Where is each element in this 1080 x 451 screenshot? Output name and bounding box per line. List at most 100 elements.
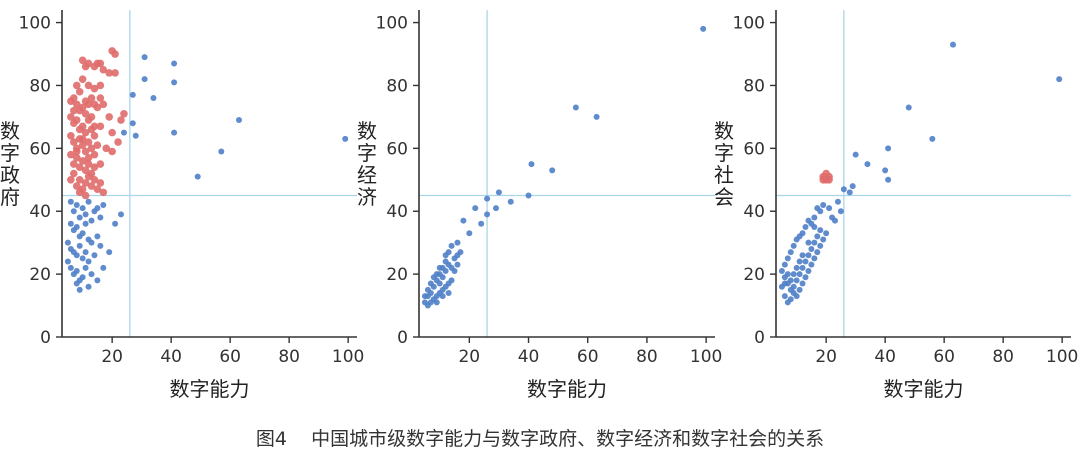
scatter-point-blue — [141, 76, 148, 83]
scatter-point-red — [81, 179, 90, 187]
scatter-point-blue — [82, 220, 89, 227]
scatter-point-blue — [73, 280, 80, 287]
scatter-point-blue — [73, 201, 80, 208]
x-axis-title: 数字能力 — [527, 377, 607, 401]
scatter-point-red — [96, 81, 105, 90]
scatter-point-red — [84, 153, 93, 162]
scatter-point-blue — [171, 129, 178, 136]
scatter-point-blue — [808, 245, 815, 252]
scatter-point-blue — [120, 129, 127, 136]
scatter-point-red — [105, 69, 113, 77]
scatter-point-blue — [784, 255, 791, 262]
y-tick-label: 80 — [29, 76, 51, 96]
scatter-point-blue — [85, 283, 92, 290]
scatter-point-blue — [439, 293, 446, 300]
x-tick-label: 80 — [992, 347, 1014, 367]
scatter-point-red — [78, 135, 87, 143]
scatter-point-blue — [1056, 76, 1063, 83]
chart-panel-3: 0 20 40 60 80 100 20 40 60 80 100 数字能力 数字社会 — [714, 10, 1078, 401]
x-axis-title: 数字能力 — [170, 377, 250, 401]
scatter-point-blue — [94, 233, 101, 240]
scatter-point-blue — [67, 198, 74, 205]
scatter-point-blue — [85, 258, 92, 265]
scatter-point-blue — [802, 274, 809, 281]
scatter-point-blue — [811, 214, 818, 221]
scatter-point-blue — [811, 223, 818, 230]
scatter-point-blue — [805, 217, 812, 224]
x-tick-label: 20 — [815, 347, 837, 367]
scatter-point-blue — [787, 249, 794, 256]
x-tick-label: 100 — [1046, 347, 1078, 367]
y-tick-label: 40 — [743, 202, 765, 222]
scatter-point-blue — [805, 252, 812, 259]
scatter-point-blue — [150, 95, 157, 102]
scatter-point-blue — [817, 242, 824, 249]
scatter-point-blue — [171, 60, 178, 67]
scatter-point-blue — [799, 264, 806, 271]
scatter-point-blue — [572, 104, 579, 111]
scatter-point-red — [70, 106, 78, 115]
caption-label: 图4 — [255, 428, 287, 450]
scatter-point-blue — [882, 167, 889, 174]
scatter-point-red — [90, 150, 99, 159]
scatter-point-blue — [454, 252, 461, 259]
scatter-point-blue — [79, 205, 86, 212]
scatter-point-blue — [64, 239, 71, 246]
scatter-point-blue — [787, 277, 794, 284]
scatter-point-red — [108, 147, 116, 156]
scatter-point-blue — [820, 201, 827, 208]
y-tick-label: 60 — [29, 139, 51, 159]
scatter-point-blue — [507, 198, 514, 205]
scatter-point-blue — [790, 283, 797, 290]
scatter-point-blue — [442, 252, 449, 259]
scatter-point-blue — [478, 220, 485, 227]
x-tick-label: 20 — [458, 347, 480, 367]
scatter-point-red — [84, 172, 93, 181]
scatter-point-blue — [454, 239, 461, 246]
scatter-point-red — [75, 188, 84, 197]
scatter-point-blue — [799, 280, 806, 287]
scatter-point-red — [78, 122, 87, 131]
y-axis-title-char: 社 — [714, 163, 734, 187]
scatter-point-red — [105, 113, 113, 121]
scatter-point-red — [75, 87, 84, 96]
scatter-point-blue — [790, 271, 797, 278]
scatter-point-red — [72, 116, 81, 124]
y-tick-label: 80 — [743, 76, 765, 96]
y-tick-label: 80 — [386, 76, 408, 96]
y-tick-label: 100 — [733, 14, 765, 34]
scatter-point-red — [108, 128, 116, 137]
scatter-point-red — [67, 131, 75, 140]
scatter-point-blue — [129, 91, 136, 98]
scatter-point-blue — [805, 239, 812, 246]
scatter-point-blue — [421, 293, 428, 300]
scatter-point-blue — [802, 223, 809, 230]
scatter-point-red — [102, 144, 111, 153]
y-axis-title-char: 字 — [357, 141, 377, 165]
scatter-point-red — [96, 122, 105, 131]
scatter-point-blue — [834, 198, 841, 205]
scatter-point-blue — [76, 286, 83, 293]
scatter-point-blue — [442, 267, 449, 274]
chart-panel-1: 0 20 40 60 80 100 20 40 60 80 100 数字能力 数字政府 — [0, 10, 364, 401]
scatter-point-red — [93, 141, 102, 150]
scatter-point-blue — [112, 220, 119, 227]
scatter-point-red — [87, 94, 96, 102]
scatter-point-blue — [88, 239, 95, 246]
scatter-point-red — [75, 175, 84, 184]
scatter-point-blue — [781, 280, 788, 287]
scatter-point-blue — [832, 217, 838, 224]
scatter-point-red — [114, 138, 122, 146]
scatter-point-blue — [129, 120, 136, 127]
scatter-point-blue — [837, 208, 844, 215]
scatter-point-blue — [929, 135, 936, 142]
scatter-point-blue — [495, 189, 502, 196]
scatter-point-blue — [472, 205, 479, 212]
y-axis-title-char: 数 — [357, 119, 377, 143]
scatter-point-red — [81, 191, 90, 200]
scatter-point-red — [819, 175, 827, 184]
scatter-point-blue — [427, 280, 434, 287]
y-axis-title-char: 会 — [714, 185, 734, 209]
y-tick-label: 0 — [754, 328, 765, 348]
scatter-point-blue — [97, 214, 104, 221]
